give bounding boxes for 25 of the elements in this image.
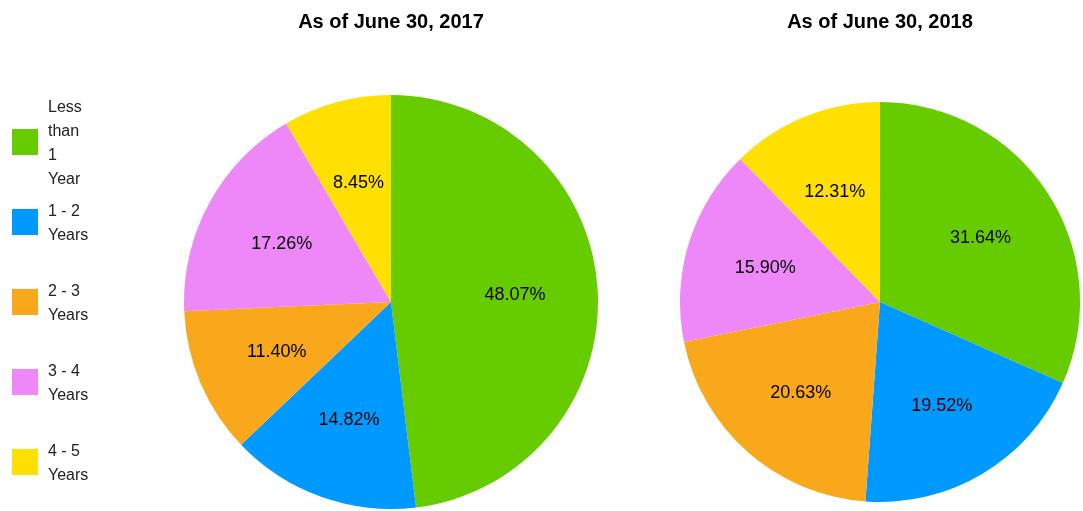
data-label: 11.40% bbox=[246, 340, 307, 361]
data-label: 14.82% bbox=[318, 408, 380, 429]
data-label: 19.52% bbox=[911, 394, 973, 415]
legend-label: Less than 1 Year bbox=[48, 98, 82, 187]
legend-label: 4 - 5 Years bbox=[48, 442, 89, 483]
pie-slice bbox=[184, 302, 391, 445]
data-label: 12.31% bbox=[804, 180, 866, 201]
data-label: 8.45% bbox=[332, 172, 384, 193]
pie-slice bbox=[865, 302, 1063, 502]
legend-label: 2 - 3 Years bbox=[48, 282, 89, 323]
pie-slice bbox=[184, 123, 391, 312]
data-label: 17.26% bbox=[251, 232, 313, 253]
data-label: 15.90% bbox=[734, 256, 796, 277]
pie-slice bbox=[880, 102, 1080, 384]
pie-slice bbox=[391, 95, 598, 508]
chart-title: As of June 30, 2018 bbox=[787, 10, 973, 32]
pie-slice bbox=[680, 158, 880, 343]
data-label: 20.63% bbox=[770, 382, 832, 403]
chart-title: As of June 30, 2017 bbox=[298, 10, 484, 32]
data-label: 31.64% bbox=[950, 226, 1012, 247]
legend-label: 1 - 2 Years bbox=[48, 202, 89, 243]
legend-label: 3 - 4 Years bbox=[48, 362, 89, 403]
data-label: 48.07% bbox=[484, 284, 546, 305]
pie-slice bbox=[684, 302, 880, 502]
pie-slice bbox=[241, 302, 417, 509]
